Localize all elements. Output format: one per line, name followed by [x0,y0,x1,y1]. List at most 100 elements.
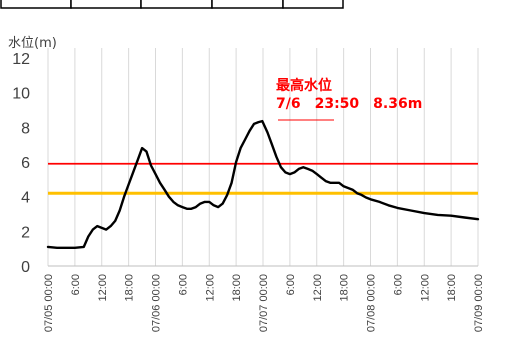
x-tick-label: 12:00 [97,274,109,302]
y-tick-labels: 0 2 4 6 8 10 12 [12,51,30,276]
data-point [181,206,183,208]
x-tick-label: 18:00 [231,274,243,302]
data-point [240,147,242,149]
data-point [343,185,345,187]
data-point [289,173,291,175]
data-point [208,201,210,203]
data-point [253,123,255,125]
data-point [334,182,336,184]
data-point [356,192,358,194]
data-point [199,203,201,205]
data-point [360,194,363,196]
data-point [320,177,322,179]
x-tick-label: 12:00 [204,274,216,302]
data-point [280,166,282,168]
data-point [96,225,98,227]
data-point [56,247,58,249]
data-point [195,206,197,208]
data-point [378,201,381,203]
data-point [145,151,148,153]
x-tick-label: 18:00 [446,274,458,302]
data-point [410,209,412,212]
data-point [477,218,479,220]
data-point [231,182,233,184]
data-point [101,227,103,229]
data-point [150,164,152,167]
y-tick-label: 2 [21,224,30,241]
data-point [387,204,390,206]
y-tick-label: 4 [21,190,30,207]
data-point [154,173,157,175]
data-point [47,246,49,248]
data-point [74,247,76,249]
data-point [105,229,107,231]
data-point [159,182,161,184]
x-tick-label: 18:00 [339,274,351,302]
x-tick-label: 07/07 00:00 [258,274,270,332]
data-point [271,144,273,146]
data-point [141,147,143,149]
header-cell-4 [282,0,344,9]
data-point [316,173,318,175]
data-point [136,159,139,161]
y-tick-label: 0 [21,259,30,276]
threshold-lines [48,162,478,195]
data-point [369,198,372,200]
annotation-title: 最高水位 [276,77,332,94]
x-tick-label: 07/05 00:00 [43,274,55,332]
data-point [226,194,228,196]
data-point [83,246,85,248]
data-point [163,189,166,191]
data-point [110,225,112,227]
data-point [302,166,304,168]
x-tick-labels: 07/05 00:00 6:00 12:00 18:00 07/06 00:00 6:00… [43,274,485,332]
y-tick-label: 10 [12,86,30,103]
data-point [311,170,313,172]
x-tick-label: 12:00 [312,274,324,302]
data-point [338,182,340,184]
header-table [0,0,344,9]
y-tick-label: 12 [12,51,30,68]
x-tick-label: 6:00 [70,274,82,295]
data-point [396,207,398,209]
data-point [437,214,439,216]
data-point [351,189,354,191]
x-tick-label: 07/08 00:00 [366,274,378,332]
data-point [275,156,278,158]
x-tick-label: 07/09 00:00 [473,274,485,332]
x-tick-label: 6:00 [392,274,404,295]
data-point [87,235,89,238]
header-cell-0 [0,0,72,9]
series-group [46,119,480,250]
data-point [266,131,269,134]
data-point [128,183,130,186]
data-point [365,196,367,199]
data-point [298,168,300,170]
data-point [244,138,246,141]
data-point [307,168,309,170]
data-point [222,203,224,205]
data-point [119,209,121,212]
data-point [450,215,452,217]
data-point [293,171,295,173]
header-cell-2 [140,0,213,9]
data-point [168,196,170,198]
data-point [92,229,94,231]
data-point [329,182,331,184]
data-point [172,201,175,203]
data-point [190,208,192,210]
data-point [123,196,125,198]
annotation-text: 7/6 23:50 8.36m [276,96,422,112]
header-cell-1 [70,0,142,9]
data-point [177,204,179,206]
data-point [463,216,466,219]
data-point [217,206,219,208]
y-tick-label: 6 [21,155,30,172]
data-point [132,171,134,173]
vertical-gridlines [47,48,479,266]
header-cell-3 [211,0,284,9]
data-point [423,212,425,214]
data-point [284,171,286,173]
data-point [114,220,116,222]
